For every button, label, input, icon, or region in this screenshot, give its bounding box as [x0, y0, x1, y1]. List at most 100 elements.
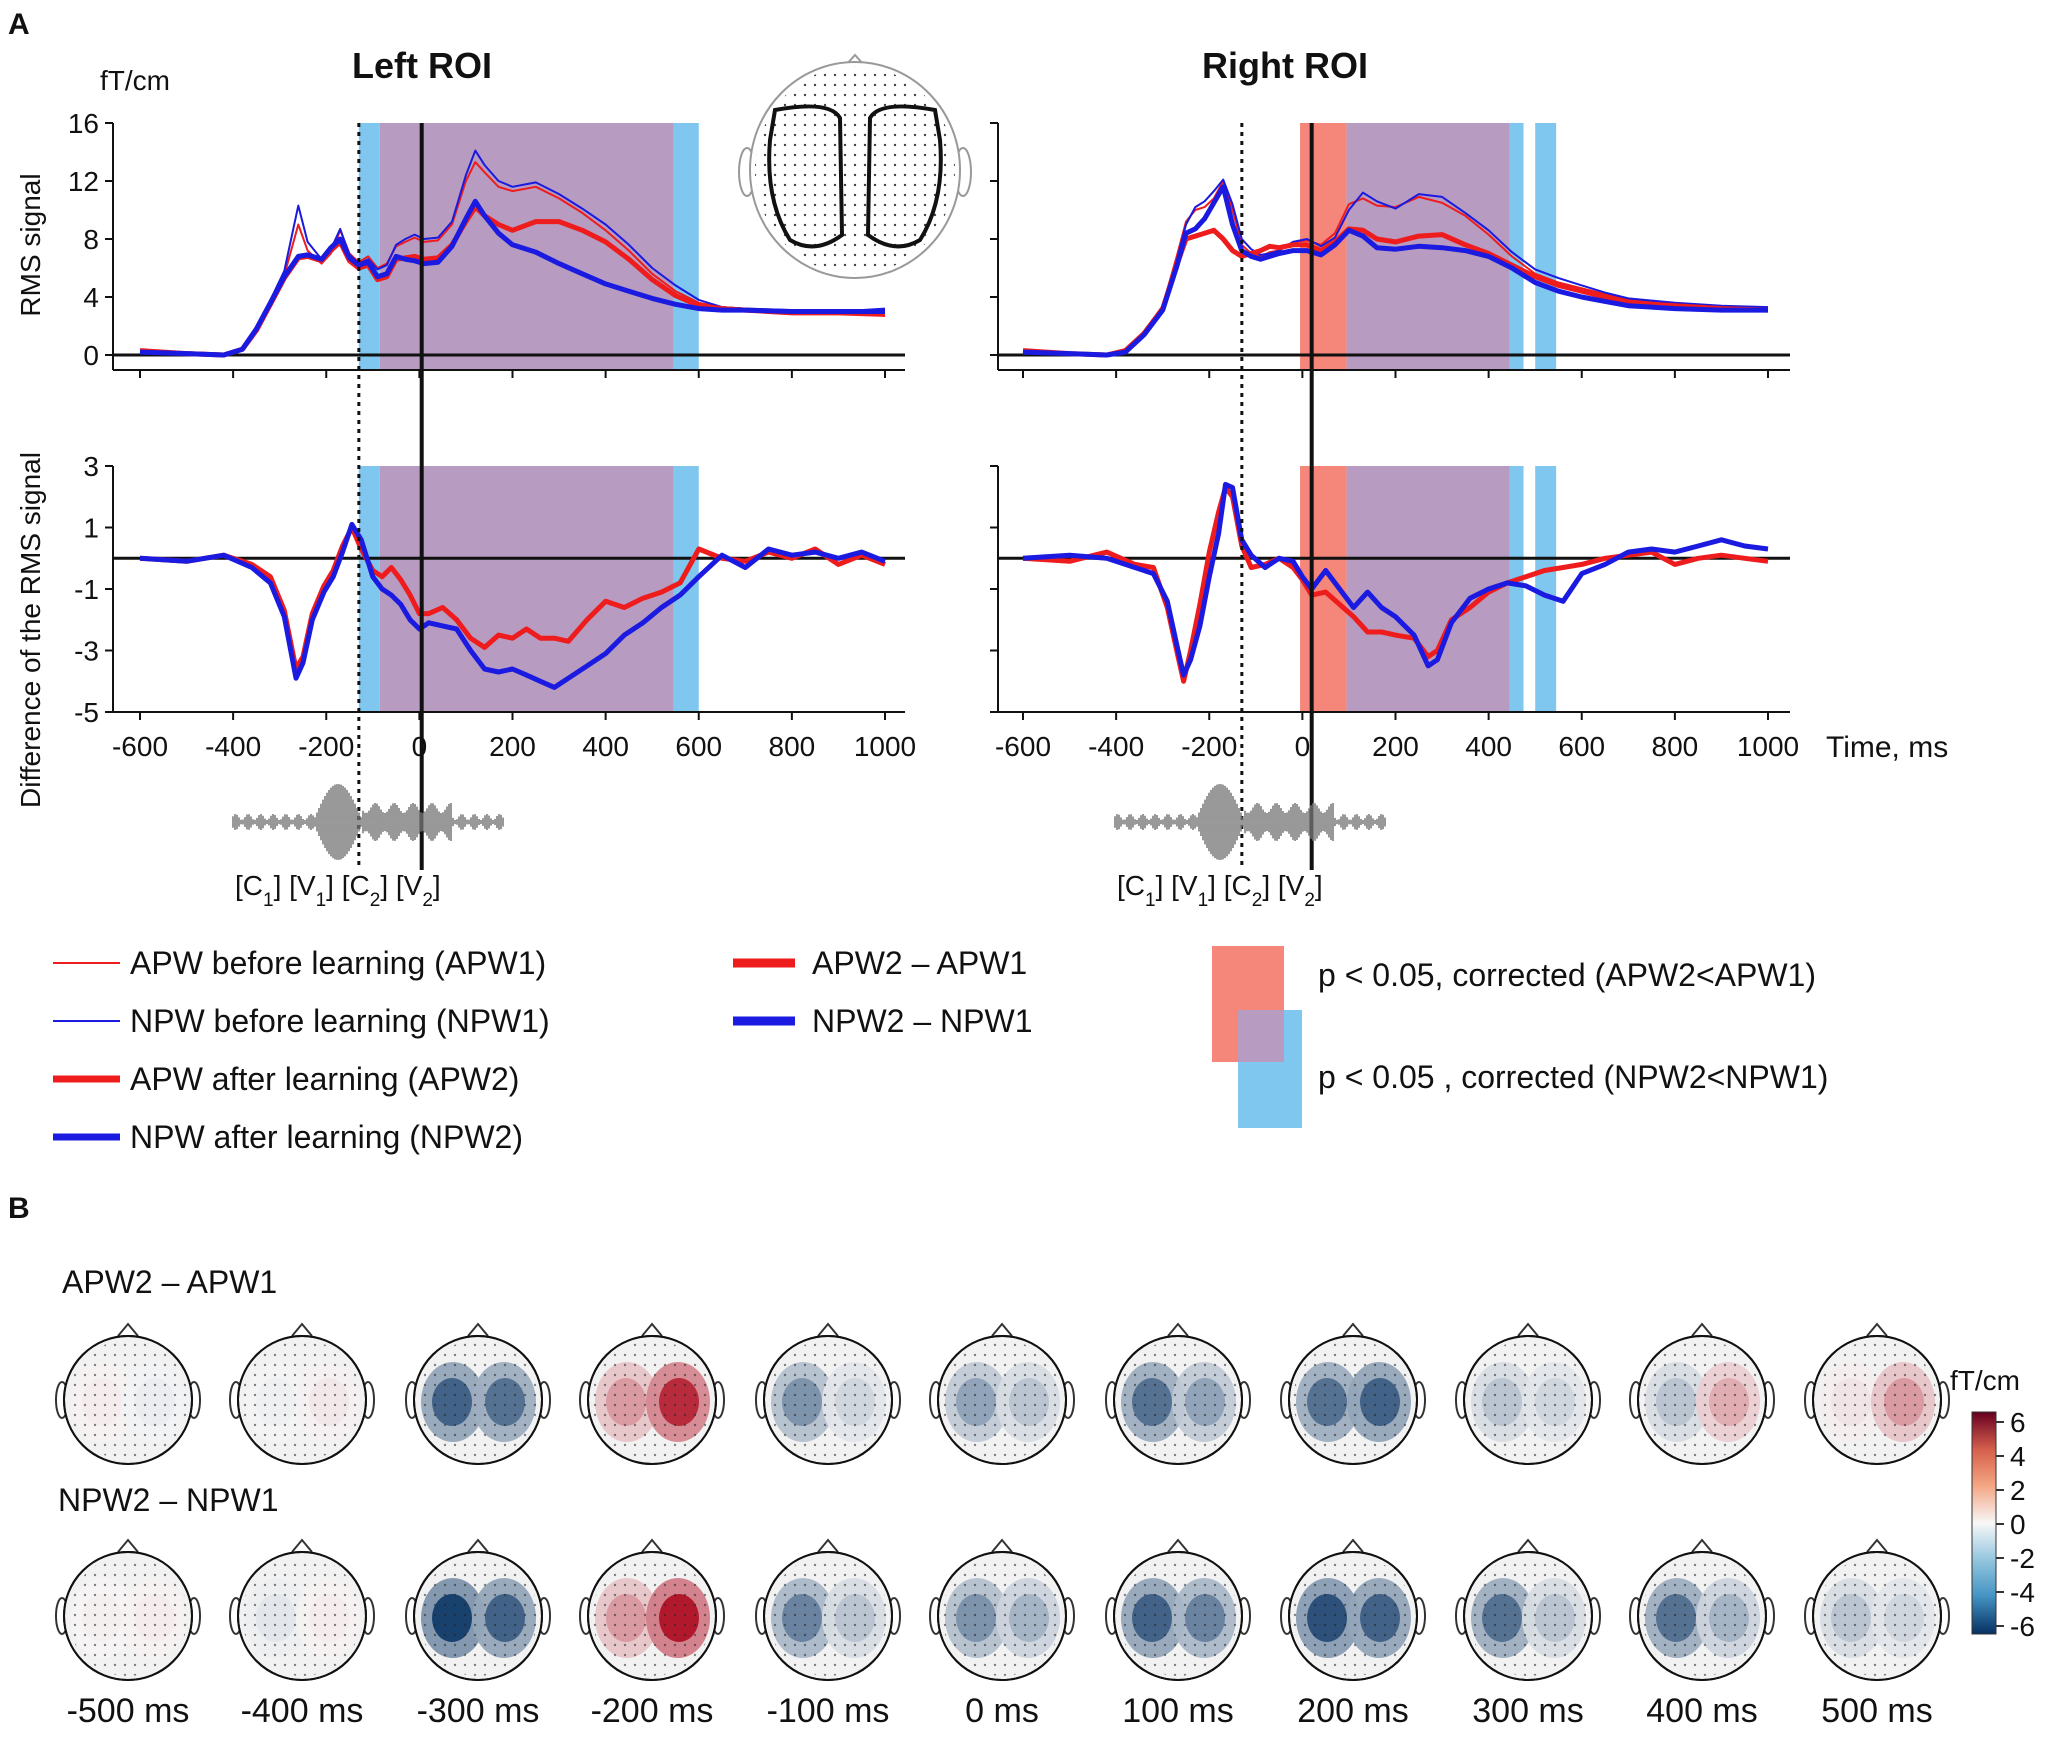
colorbar-tick-label: 4	[2010, 1441, 2026, 1472]
topo-time-label: 0 ms	[965, 1692, 1039, 1730]
legend-label: APW2 – APW1	[812, 945, 1027, 981]
topo-sensors	[1118, 1340, 1238, 1460]
topo-outline	[1637, 1335, 1767, 1465]
topo-outline	[1812, 1551, 1942, 1681]
phoneme-labels: [C1] [V1] [C2] [V2]	[235, 870, 441, 911]
topo-sensors	[1468, 1340, 1588, 1460]
legend-label: APW before learning (APW1)	[130, 945, 546, 981]
x-tick-label: 0	[1295, 731, 1311, 762]
topo-nose	[117, 1322, 139, 1337]
topo-time-label: -400 ms	[241, 1692, 364, 1730]
topomap	[1105, 1322, 1251, 1465]
topomap	[579, 1322, 725, 1465]
x-tick-label: 1000	[1737, 731, 1799, 762]
topo-sensors	[242, 1556, 362, 1676]
panel-b-label: B	[8, 1192, 30, 1225]
topomap	[1804, 1322, 1950, 1465]
topo-sensors	[1817, 1556, 1937, 1676]
topomap	[1629, 1538, 1775, 1681]
y-tick-label: 12	[68, 166, 99, 197]
right-roi-title: Right ROI	[1202, 45, 1368, 86]
topo-sensors	[942, 1340, 1062, 1460]
sig-npw-region	[1509, 123, 1524, 370]
unit-label: fT/cm	[100, 65, 170, 96]
x-tick-label: 200	[1372, 731, 1419, 762]
sig-npw-region	[670, 123, 699, 370]
x-tick-label: -200	[1181, 731, 1237, 762]
topomap	[1804, 1538, 1950, 1681]
colorbar-tick-label: 6	[2010, 1407, 2026, 1438]
topo-outline	[1812, 1335, 1942, 1465]
topo-sensors	[1118, 1556, 1238, 1676]
topomap	[1455, 1538, 1601, 1681]
diff-y-label: Difference of the RMS signal	[15, 452, 46, 808]
x-tick-label: 0	[412, 731, 428, 762]
topo-nose	[817, 1538, 839, 1553]
topo-sensors	[418, 1556, 538, 1676]
topo-outline	[587, 1335, 717, 1465]
topomap	[1629, 1322, 1775, 1465]
x-tick-label: -600	[995, 731, 1051, 762]
topo-sensors	[592, 1556, 712, 1676]
topo-time-label: 100 ms	[1122, 1692, 1234, 1730]
topomap	[405, 1322, 551, 1465]
topo-nose	[467, 1322, 489, 1337]
topomap	[755, 1322, 901, 1465]
topo-nose	[1691, 1538, 1713, 1553]
topo-time-label: -100 ms	[767, 1692, 890, 1730]
legend-sig-npw-label: p < 0.05 , corrected (NPW2<NPW1)	[1318, 1059, 1828, 1095]
sig-npw-region	[1535, 466, 1557, 712]
x-tick-label: 800	[769, 731, 816, 762]
series-line	[139, 521, 886, 690]
topo-nose	[117, 1538, 139, 1553]
topo-nose	[1517, 1322, 1539, 1337]
topomap	[405, 1538, 551, 1681]
phoneme-labels: [C1] [V1] [C2] [V2]	[1117, 870, 1323, 911]
topo-sensors	[1642, 1340, 1762, 1460]
topo-sensors	[68, 1556, 188, 1676]
legend-sig-apw-label: p < 0.05, corrected (APW2<APW1)	[1318, 957, 1816, 993]
series-line	[139, 161, 886, 355]
topo-sensors	[1642, 1556, 1762, 1676]
series-line	[139, 198, 885, 358]
topo-time-label: 500 ms	[1821, 1692, 1933, 1730]
series-line	[1022, 481, 1769, 678]
legend-label: NPW before learning (NPW1)	[130, 1003, 550, 1039]
topo-outline	[763, 1551, 893, 1681]
colorbar-tick-label: -2	[2010, 1543, 2035, 1574]
topo-sensors	[1817, 1340, 1937, 1460]
topo-sensors	[68, 1340, 188, 1460]
left_rms-chart: 0 4 8 12 16	[68, 108, 905, 378]
x-tick-label: 200	[489, 731, 536, 762]
legend-sig-overlap-swatch	[1238, 1010, 1284, 1062]
topo-outline	[587, 1551, 717, 1681]
topo-nose	[991, 1322, 1013, 1337]
topo-nose	[641, 1538, 663, 1553]
sig-npw-region	[1535, 123, 1557, 370]
y-tick-label: 3	[83, 451, 99, 482]
topo-outline	[237, 1551, 367, 1681]
topo-outline	[237, 1335, 367, 1465]
topo-time-label: 200 ms	[1297, 1692, 1409, 1730]
x-tick-label: -400	[205, 731, 261, 762]
x-tick-label: -400	[1088, 731, 1144, 762]
topo-time-label: -200 ms	[591, 1692, 714, 1730]
topomap	[55, 1538, 201, 1681]
waveform-trace	[1114, 784, 1386, 860]
colorbar-label: fT/cm	[1950, 1365, 2020, 1396]
legend-label: NPW2 – NPW1	[812, 1003, 1032, 1039]
topo-nose	[1866, 1538, 1888, 1553]
legend-label: APW after learning (APW2)	[130, 1061, 519, 1097]
topo-time-label: 400 ms	[1646, 1692, 1758, 1730]
topo-outline	[1288, 1335, 1418, 1465]
topo-outline	[63, 1335, 193, 1465]
topo-nose	[467, 1538, 489, 1553]
x-tick-label: -600	[112, 731, 168, 762]
sig-both-region	[1346, 466, 1510, 712]
y-tick-label: -5	[74, 697, 99, 728]
sig-both-region	[379, 123, 674, 370]
sig-both-region	[379, 466, 674, 712]
topo-sensors	[942, 1556, 1062, 1676]
x-tick-label: 800	[1652, 731, 1699, 762]
